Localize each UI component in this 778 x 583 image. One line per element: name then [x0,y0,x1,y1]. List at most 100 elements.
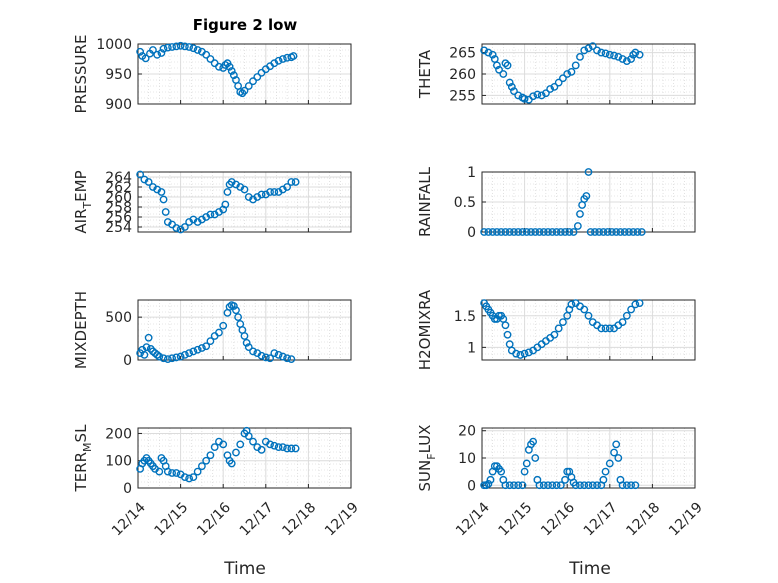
data-point [501,59,510,68]
data-point [569,228,578,236]
data-point [249,437,257,446]
data-point [270,349,279,358]
y-tick-label: 100 [105,454,132,470]
data-point [240,185,249,194]
data-point [505,228,514,236]
y-tick-label: 0 [467,225,476,241]
data-point [635,50,644,59]
data-point [223,188,232,196]
data-point [533,90,542,99]
data-point [197,462,206,471]
data-point [172,353,181,362]
data-point [637,228,646,236]
x-tick-label: 12/14 [453,499,493,539]
y-tick-label: 0.5 [454,195,476,211]
data-point [227,67,236,75]
data-point [210,443,219,451]
data-point [518,228,527,236]
y-tick-label: 0 [123,481,132,497]
y-axis-label-subscript: F [425,453,438,459]
data-point [593,46,601,55]
y-axis-label: TERRMSL [72,424,94,493]
data-point [512,349,520,358]
data-point [571,481,580,490]
data-point [172,224,181,232]
data-point [552,481,561,490]
data-point [548,481,557,490]
data-point [180,42,189,51]
x-tick-label: 12/14 [109,499,149,539]
y-axis-label-suffix: LUX [416,425,434,454]
y-tick-label: 950 [105,67,132,83]
data-point [610,51,618,60]
data-point [580,305,589,314]
data-point [168,469,176,477]
data-point [590,228,599,236]
axes-box [137,171,352,233]
data-point [180,473,189,481]
data-point [510,228,518,236]
data-point [202,50,211,59]
y-tick-label: 260 [105,190,132,206]
data-point [612,440,621,449]
data-point [176,352,185,361]
data-point [631,48,640,57]
x-tick-label: 12/18 [623,500,663,540]
data-point [554,78,563,87]
data-point [522,228,531,236]
y-tick-label: 264 [105,170,132,186]
figure-title: Figure 2 low [193,16,298,34]
data-point [193,345,202,354]
data-point [202,342,211,351]
data-point [144,333,153,342]
data-point [514,228,523,236]
data-point [244,82,253,90]
y-tick-label: 265 [449,46,476,62]
data-point [554,324,563,333]
data-point [142,343,151,352]
data-point [202,456,211,465]
data-point [278,352,287,361]
data-point [580,481,589,490]
data-point [597,324,606,333]
data-point [270,441,279,450]
data-point [153,350,162,359]
y-axis-label-suffix: EMP [72,170,90,201]
data-point [144,178,153,186]
y-tick-label: 260 [449,67,476,83]
y-axis-label-main: THETA [416,49,434,99]
data-point [635,299,644,308]
data-point [603,228,612,236]
data-point [161,208,170,216]
data-point [291,178,300,186]
data-point [163,355,172,364]
data-point [189,473,198,481]
data-point [289,52,298,60]
data-point [484,228,493,236]
y-axis-label-suffix: SL [72,424,90,443]
data-point [510,481,518,490]
data-point [633,228,642,236]
data-point [601,49,610,58]
data-point [510,87,518,96]
data-point [622,481,631,490]
data-point [612,228,621,236]
data-point [608,228,616,236]
data-point [172,469,181,477]
data-point [234,313,243,322]
y-tick-label: 258 [105,200,132,216]
y-tick-label: 500 [105,310,132,326]
data-point [576,52,584,61]
y-tick-label: 1 [467,165,476,181]
data-point [516,351,525,359]
data-point [257,351,266,360]
data-point [266,188,274,196]
data-point [168,43,176,51]
x-tick-label: 12/15 [496,500,536,540]
data-point [535,481,544,490]
data-point [631,481,640,490]
data-point [531,228,540,236]
data-point [584,481,593,490]
data-point [501,228,510,236]
